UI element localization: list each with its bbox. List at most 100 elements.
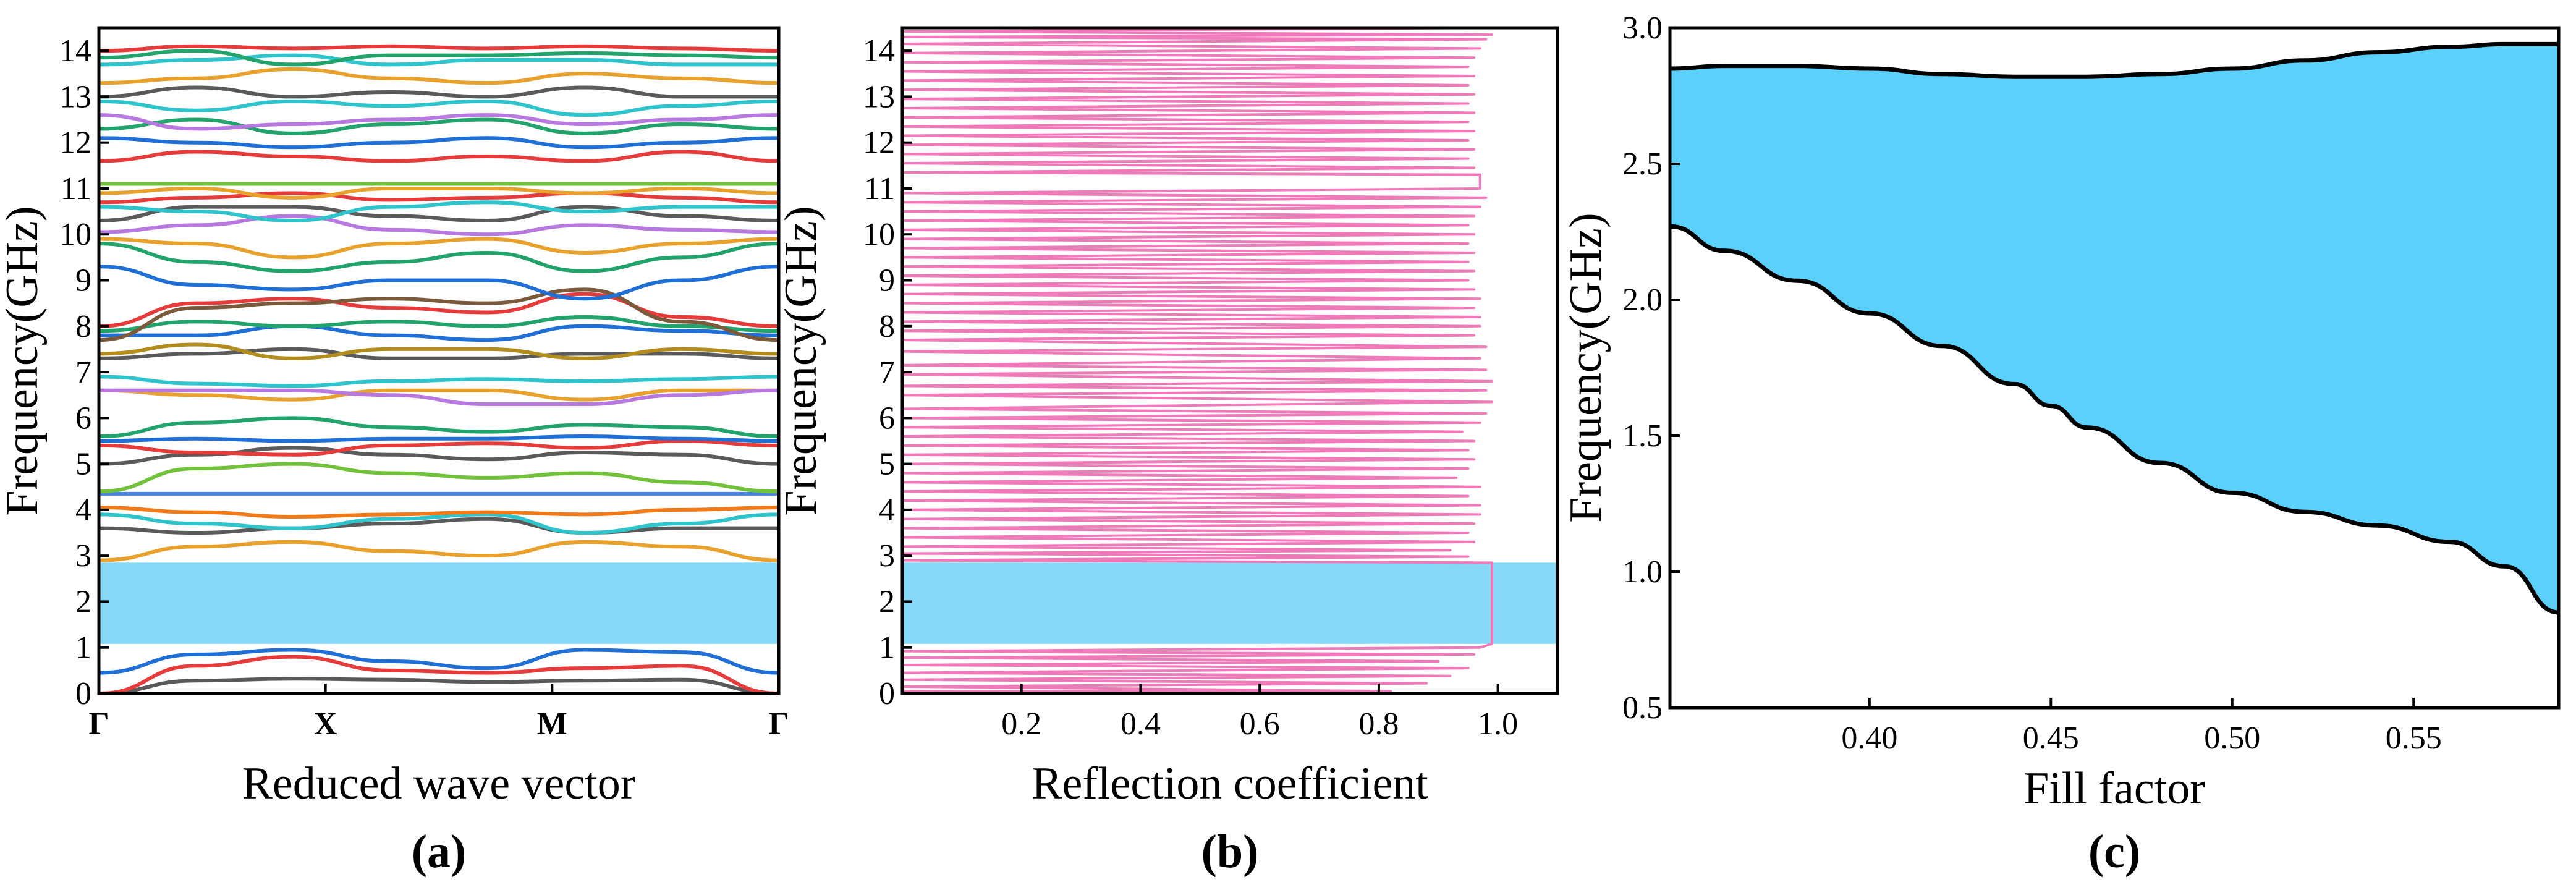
panel-a-ytick-label: 4	[75, 493, 91, 528]
panel-a-series-line	[98, 242, 779, 273]
panel-b-band-gap	[902, 562, 1557, 644]
panel-b-xtick-label: 0.4	[1121, 706, 1161, 742]
panel-a-ytick-label: 13	[59, 79, 91, 114]
panel-b-ytick-label: 0	[879, 676, 895, 711]
panel-c-upper-edge	[1669, 41, 2559, 79]
panel-a-series-line	[99, 388, 779, 407]
panel-a-ytick-label: 7	[75, 355, 91, 390]
panel-b-ytick-label: 11	[864, 171, 895, 206]
panel-b-ytick-label: 4	[879, 493, 895, 528]
panel-a-series-line	[98, 237, 779, 260]
panel-a-ytick-label: 14	[59, 33, 91, 69]
panel-c-ytick-label: 1.5	[1622, 418, 1663, 454]
panel-b-ylabel: Frequency(GHz)	[776, 206, 826, 515]
panel-a-series-line	[98, 439, 779, 457]
panel-a-ytick-label: 6	[75, 400, 91, 436]
panel-a-series-line	[98, 416, 779, 439]
panel-b-ytick-label: 3	[879, 538, 895, 574]
panel-a-series-line	[98, 265, 779, 301]
panel-b-xtick-label: 1.0	[1478, 706, 1518, 742]
panel-c-xtick-label: 0.55	[2386, 721, 2442, 756]
panel-b-ytick-label: 1	[879, 630, 895, 666]
panel-a-xlabel: Reduced wave vector	[242, 758, 636, 809]
panel-c-frame	[1668, 26, 2561, 710]
panel-a-series-line	[98, 67, 779, 85]
panel-b-ytick-label: 8	[879, 309, 895, 344]
panel-c-xtick-label: 0.45	[2023, 721, 2079, 756]
panel-c-ylabel: Frequency(GHz)	[1561, 213, 1611, 522]
panel-b-xtick-label: 0.8	[1358, 706, 1399, 742]
panel-c-ytick-label: 0.5	[1622, 690, 1663, 726]
panel-a-series-line	[98, 49, 779, 67]
panel-a-series-line	[98, 347, 779, 360]
panel-a-ytick-label: 5	[75, 447, 91, 482]
panel-a-ytick-label: 12	[59, 125, 91, 161]
panel-b-label: (b)	[1201, 826, 1259, 878]
panel-b-xlabel: Reflection coefficient	[1032, 758, 1428, 809]
panel-c-label: (c)	[2088, 826, 2140, 878]
panel-c-ytick-label: 2.0	[1622, 282, 1663, 318]
panel-a-series-line	[98, 540, 779, 562]
panel-a-xtick-label: M	[537, 706, 567, 742]
panel-a-ytick-label: 2	[75, 584, 91, 619]
panel-c-gap-area	[1670, 44, 2559, 612]
panel-b-xtick-label: 0.6	[1240, 706, 1280, 742]
panel-b-ytick-label: 2	[879, 584, 895, 619]
panel-c-xtick-label: 0.40	[1841, 721, 1897, 756]
panel-b-xtick-label: 0.2	[1001, 706, 1041, 742]
panel-c-ytick-label: 2.5	[1622, 146, 1663, 182]
panel-a-series-line	[98, 342, 779, 360]
panel-c-ytick-label: 1.0	[1622, 554, 1663, 590]
panel-c-fill-factor: 0.5 1.0 1.5 2.0 2.5 3.0 0.40 0.45 0.50 0.55 Freq…	[1561, 11, 2561, 878]
panel-a-series-line	[98, 324, 779, 342]
panel-a-series-line	[98, 506, 779, 519]
panel-a-ytick-label: 9	[75, 263, 91, 299]
panel-a-series-line	[98, 462, 779, 494]
panel-a-ytick-label: 11	[61, 171, 91, 206]
panel-b-ytick-label: 7	[879, 355, 895, 390]
panel-b-reflection-line	[901, 27, 1498, 693]
panel-a-series-line	[98, 677, 779, 695]
panel-a-series-line	[98, 512, 779, 535]
panel-a-series-line	[98, 388, 779, 402]
panel-a-series-line	[98, 186, 779, 200]
panel-b-ytick-label: 14	[863, 33, 895, 69]
panel-a-series-line	[98, 434, 779, 443]
panel-a-series-line	[98, 99, 779, 117]
panel-c-xlabel: Fill factor	[2023, 763, 2205, 814]
panel-b-ytick-label: 10	[863, 217, 895, 252]
panel-b-ytick-label: 9	[879, 263, 895, 299]
panel-b-frame	[900, 26, 1559, 695]
panel-a-series-line	[98, 85, 779, 99]
panel-a-xtick-label: Γ	[88, 706, 109, 742]
panel-a-series-line	[98, 655, 779, 695]
panel-b-ytick-label: 6	[879, 400, 895, 436]
panel-a-series-line	[98, 287, 779, 342]
panel-a-ylabel: Frequency(GHz)	[0, 206, 48, 515]
panel-a-xtick-label: Γ	[768, 706, 789, 742]
panel-a-series-line	[98, 205, 779, 222]
panel-a-series-line	[98, 517, 779, 535]
panel-c-lower-edge	[1669, 224, 2559, 615]
panel-a-series-line	[98, 136, 779, 150]
panel-a-series-line	[98, 191, 779, 205]
panel-a-series-line	[98, 446, 779, 466]
panel-a-series-line	[98, 648, 779, 675]
panel-a-ytick-label: 10	[59, 217, 91, 252]
panel-a-ytick-label: 1	[75, 630, 91, 666]
panel-a-series-line	[98, 375, 779, 388]
panel-a-ytick-label: 8	[75, 309, 91, 344]
panel-a-series-line	[98, 150, 779, 163]
panel-b-ytick-label: 12	[863, 125, 895, 161]
panel-a-series-line	[98, 292, 779, 328]
panel-b-ytick-label: 5	[879, 447, 895, 482]
panel-c-xtick-label: 0.50	[2204, 721, 2260, 756]
panel-a-ytick-label: 0	[75, 676, 91, 711]
panel-a-series-line	[98, 44, 779, 53]
panel-a-ytick-label: 3	[75, 538, 91, 574]
panel-a-series-line	[98, 214, 779, 237]
panel-a-xtick-label: X	[314, 706, 337, 742]
